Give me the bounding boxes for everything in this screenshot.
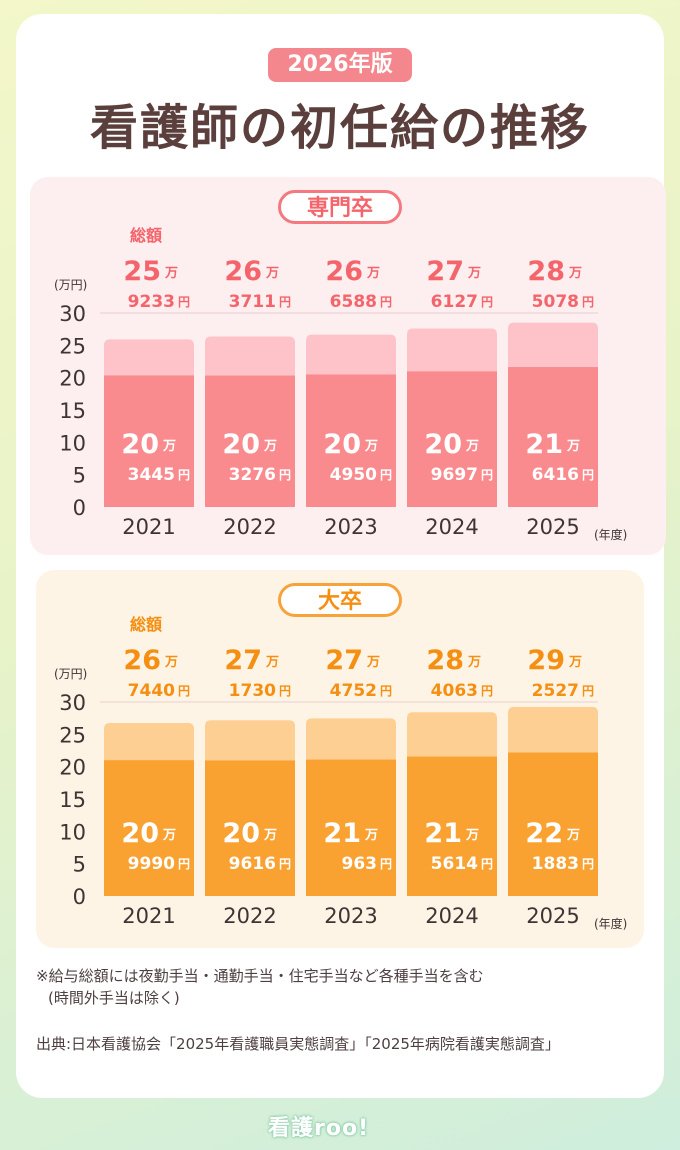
vocational-panel	[30, 177, 666, 555]
edition-badge: 2026年版	[268, 48, 412, 82]
university-panel	[36, 570, 644, 948]
brand-logo: 看護roo!	[268, 1116, 370, 1141]
footnote-main: ※給与総額には夜勤手当・通勤手当・住宅手当など各種手当を含む	[36, 967, 484, 985]
vocational-title-pill: 専門卒	[278, 190, 402, 224]
university-title-pill: 大卒	[278, 583, 402, 617]
source-citation: 出典:日本看護協会「2025年看護職員実態調査」「2025年病院看護実態調査」	[36, 1035, 560, 1053]
page-title: 看護師の初任給の推移	[89, 100, 590, 156]
footnote: ※給与総額には夜勤手当・通勤手当・住宅手当など各種手当を含む (時間外手当は除く…	[36, 965, 656, 1009]
footnote-exception: (時間外手当は除く)	[48, 989, 180, 1007]
